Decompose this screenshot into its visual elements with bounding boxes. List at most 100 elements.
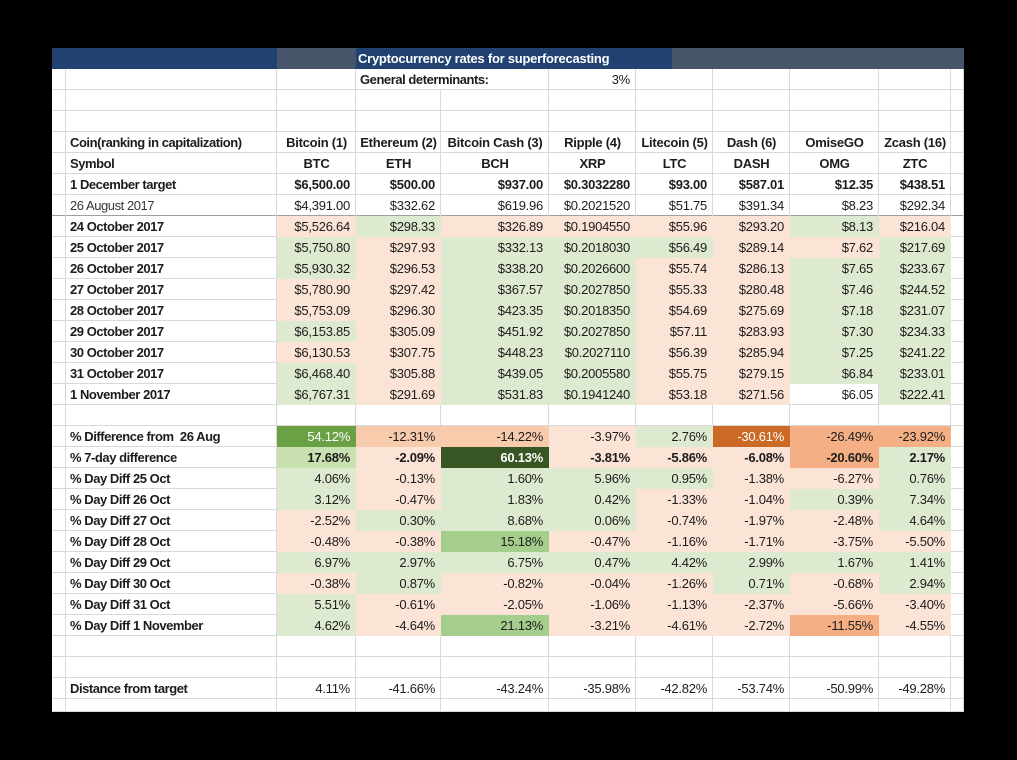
price-cell[interactable]: $241.22 <box>879 342 951 363</box>
empty-cell[interactable] <box>636 69 713 90</box>
empty-cell[interactable] <box>277 69 356 90</box>
price-cell[interactable]: $438.51 <box>879 174 951 195</box>
pct-cell[interactable]: -20.60% <box>790 447 879 468</box>
pct-cell[interactable]: 2.97% <box>356 552 441 573</box>
price-cell[interactable]: $271.56 <box>713 384 790 405</box>
price-cell[interactable]: $222.41 <box>879 384 951 405</box>
pct-cell[interactable]: 1.67% <box>790 552 879 573</box>
price-cell[interactable]: $6,767.31 <box>277 384 356 405</box>
page-title[interactable]: Cryptocurrency rates for superforecastin… <box>356 48 672 69</box>
coin-header[interactable]: Ripple (4) <box>549 132 636 153</box>
empty-cell[interactable] <box>52 90 66 111</box>
price-cell[interactable]: $93.00 <box>636 174 713 195</box>
empty-cell[interactable] <box>713 657 790 678</box>
price-cell[interactable]: $286.13 <box>713 258 790 279</box>
row-label[interactable]: 26 October 2017 <box>66 258 277 279</box>
pct-cell[interactable]: 4.62% <box>277 615 356 636</box>
empty-cell[interactable] <box>713 111 790 132</box>
price-cell[interactable]: $6.05 <box>790 384 879 405</box>
price-cell[interactable]: $0.2027850 <box>549 321 636 342</box>
empty-cell[interactable] <box>356 699 441 712</box>
empty-cell[interactable] <box>713 69 790 90</box>
empty-cell[interactable] <box>356 111 441 132</box>
row-label[interactable]: % 7-day difference <box>66 447 277 468</box>
empty-cell[interactable] <box>951 426 964 447</box>
empty-cell[interactable] <box>52 153 66 174</box>
pct-cell[interactable]: -2.48% <box>790 510 879 531</box>
row-label[interactable]: 30 October 2017 <box>66 342 277 363</box>
empty-cell[interactable] <box>636 657 713 678</box>
pct-cell[interactable]: -1.33% <box>636 489 713 510</box>
price-cell[interactable]: $6.84 <box>790 363 879 384</box>
empty-cell[interactable] <box>951 258 964 279</box>
price-cell[interactable]: $6,468.40 <box>277 363 356 384</box>
pct-cell[interactable]: -0.13% <box>356 468 441 489</box>
price-cell[interactable]: $5,753.09 <box>277 300 356 321</box>
price-cell[interactable]: $54.69 <box>636 300 713 321</box>
empty-cell[interactable] <box>66 636 277 657</box>
empty-cell[interactable] <box>879 90 951 111</box>
price-cell[interactable]: $296.30 <box>356 300 441 321</box>
empty-cell[interactable] <box>951 174 964 195</box>
symbol-cell[interactable]: BTC <box>277 153 356 174</box>
empty-cell[interactable] <box>52 447 66 468</box>
price-cell[interactable]: $0.2018030 <box>549 237 636 258</box>
price-cell[interactable]: $305.09 <box>356 321 441 342</box>
price-cell[interactable]: $0.2021520 <box>549 195 636 216</box>
symbol-cell[interactable]: ETH <box>356 153 441 174</box>
pct-cell[interactable]: -23.92% <box>879 426 951 447</box>
price-cell[interactable]: $0.1941240 <box>549 384 636 405</box>
pct-cell[interactable]: -0.68% <box>790 573 879 594</box>
pct-cell[interactable]: -3.75% <box>790 531 879 552</box>
row-label[interactable]: % Day Diff 25 Oct <box>66 468 277 489</box>
row-label[interactable]: % Day Diff 31 Oct <box>66 594 277 615</box>
empty-cell[interactable] <box>951 321 964 342</box>
determinants-label[interactable]: General determinants: <box>356 69 549 90</box>
coin-header[interactable]: Dash (6) <box>713 132 790 153</box>
pct-cell[interactable]: -0.04% <box>549 573 636 594</box>
row-label[interactable]: 28 October 2017 <box>66 300 277 321</box>
pct-cell[interactable]: 3.12% <box>277 489 356 510</box>
title-band-left[interactable] <box>52 48 277 69</box>
empty-cell[interactable] <box>951 615 964 636</box>
price-cell[interactable]: $0.2026600 <box>549 258 636 279</box>
coin-header[interactable]: OmiseGO <box>790 132 879 153</box>
price-cell[interactable]: $297.93 <box>356 237 441 258</box>
empty-cell[interactable] <box>277 111 356 132</box>
price-cell[interactable]: $12.35 <box>790 174 879 195</box>
empty-cell[interactable] <box>66 405 277 426</box>
symbol-cell[interactable]: DASH <box>713 153 790 174</box>
price-cell[interactable]: $296.53 <box>356 258 441 279</box>
pct-cell[interactable]: 0.76% <box>879 468 951 489</box>
price-cell[interactable]: $56.49 <box>636 237 713 258</box>
price-cell[interactable]: $55.75 <box>636 363 713 384</box>
price-cell[interactable]: $0.1904550 <box>549 216 636 237</box>
empty-cell[interactable] <box>52 195 66 216</box>
empty-cell[interactable] <box>52 342 66 363</box>
empty-cell[interactable] <box>951 573 964 594</box>
price-cell[interactable]: $279.15 <box>713 363 790 384</box>
empty-cell[interactable] <box>52 321 66 342</box>
pct-cell[interactable]: 0.42% <box>549 489 636 510</box>
price-cell[interactable]: $56.39 <box>636 342 713 363</box>
empty-cell[interactable] <box>951 699 964 712</box>
price-cell[interactable]: $305.88 <box>356 363 441 384</box>
pct-cell[interactable]: -0.38% <box>277 573 356 594</box>
empty-cell[interactable] <box>356 636 441 657</box>
pct-cell[interactable]: 60.13% <box>441 447 549 468</box>
price-cell[interactable]: $298.33 <box>356 216 441 237</box>
empty-cell[interactable] <box>951 279 964 300</box>
row-label[interactable]: 24 October 2017 <box>66 216 277 237</box>
pct-cell[interactable]: -1.97% <box>713 510 790 531</box>
empty-cell[interactable] <box>951 153 964 174</box>
empty-cell[interactable] <box>52 573 66 594</box>
price-cell[interactable]: $0.2027110 <box>549 342 636 363</box>
price-cell[interactable]: $7.18 <box>790 300 879 321</box>
price-cell[interactable]: $332.62 <box>356 195 441 216</box>
row-label[interactable]: 27 October 2017 <box>66 279 277 300</box>
price-cell[interactable]: $439.05 <box>441 363 549 384</box>
pct-cell[interactable]: 17.68% <box>277 447 356 468</box>
row-label[interactable]: 1 November 2017 <box>66 384 277 405</box>
price-cell[interactable]: $423.35 <box>441 300 549 321</box>
pct-cell[interactable]: 7.34% <box>879 489 951 510</box>
